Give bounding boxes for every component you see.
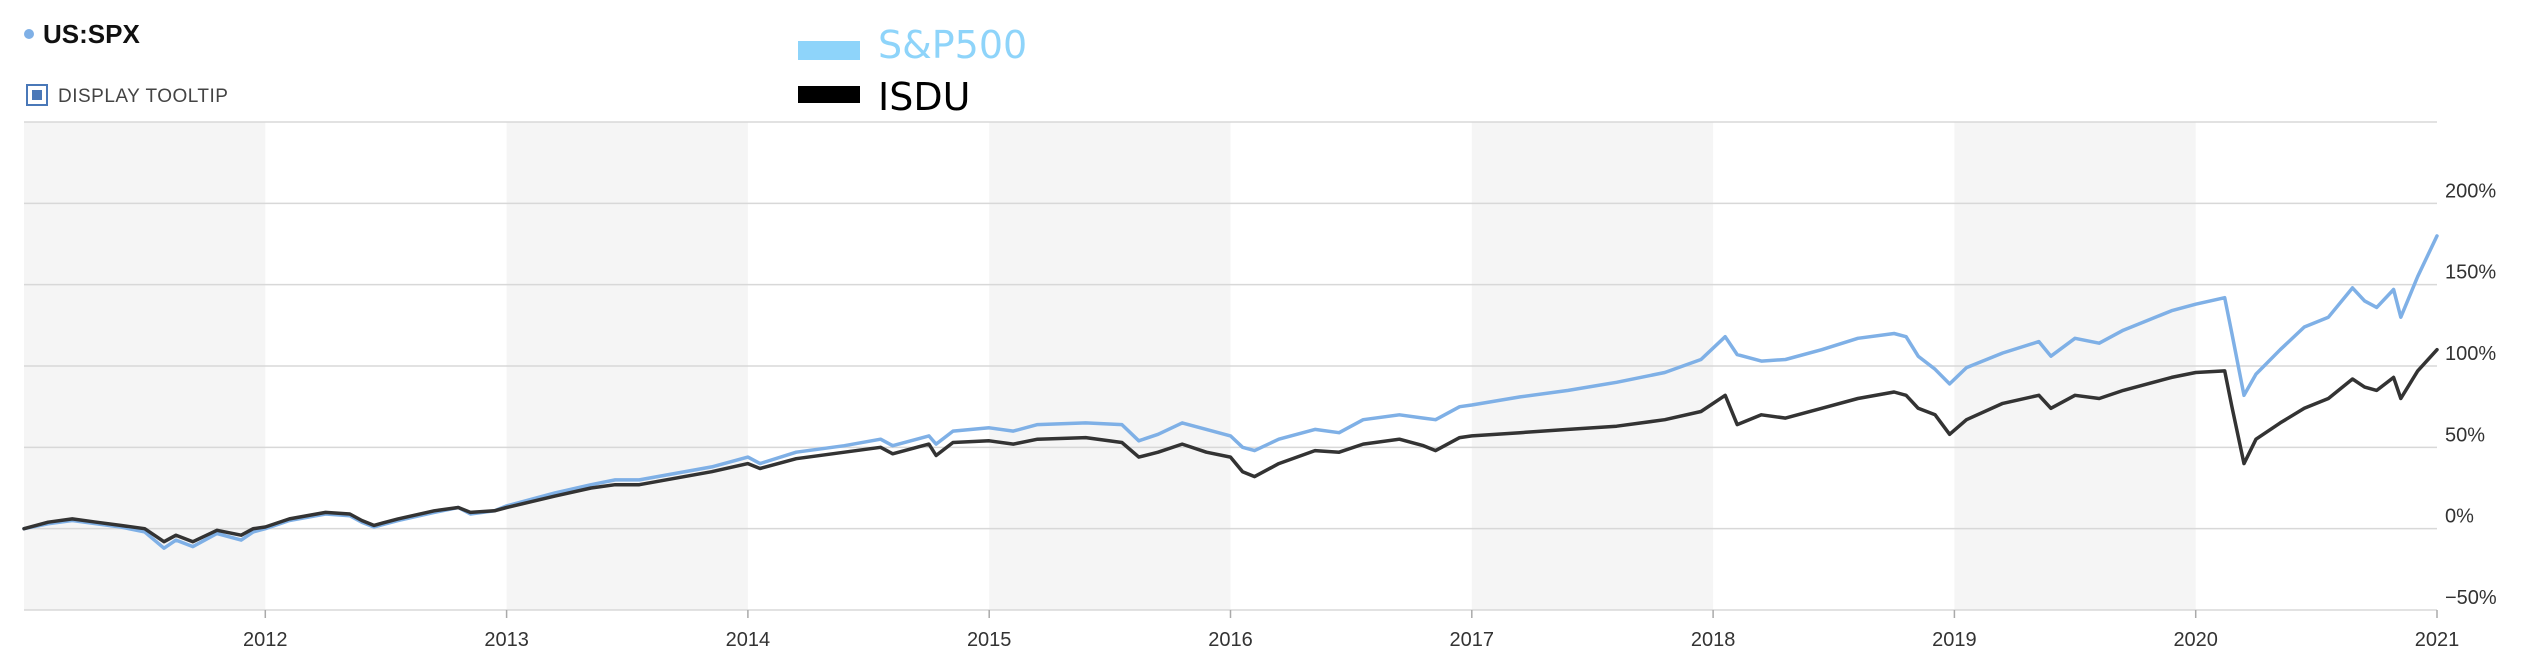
legend-swatch-sp500 <box>798 41 860 60</box>
legend-label-isdu: ISDU <box>878 75 970 119</box>
x-axis: 2012 2013 2014 2015 2016 2017 2018 2019 2020 2021 <box>243 610 2459 651</box>
x-tick-label: 2016 <box>1208 629 1253 651</box>
legend-item-sp500[interactable]: S&P500 <box>798 23 1027 67</box>
y-tick-label: 200% <box>2445 180 2496 202</box>
x-tick-label: 2017 <box>1450 629 1495 651</box>
x-tick-label: 2012 <box>243 629 288 651</box>
y-tick-label: 0% <box>2445 506 2474 528</box>
x-tick-label: 2021 <box>2415 629 2460 651</box>
tooltip-checkbox-mark <box>32 90 42 100</box>
x-tick-label: 2018 <box>1691 629 1736 651</box>
legend-label-sp500: S&P500 <box>878 23 1027 67</box>
y-tick-label: 150% <box>2445 262 2496 284</box>
display-tooltip-toggle[interactable]: DISPLAY TOOLTIP <box>26 84 228 107</box>
x-tick-label: 2015 <box>967 629 1012 651</box>
x-tick-label: 2013 <box>484 629 529 651</box>
tooltip-toggle-label: DISPLAY TOOLTIP <box>58 86 228 107</box>
legend: S&P500 ISDU <box>798 23 1027 119</box>
symbol-dot <box>24 29 34 39</box>
y-tick-label: 100% <box>2445 343 2496 365</box>
legend-item-isdu[interactable]: ISDU <box>798 75 970 119</box>
y-tick-label: 50% <box>2445 424 2485 446</box>
y-axis: 200% 150% 100% 50% 0% −50% <box>2445 180 2497 609</box>
series-lines <box>22 234 2439 550</box>
symbol-label: US:SPX <box>43 19 140 49</box>
legend-swatch-isdu <box>798 86 860 103</box>
x-tick-label: 2020 <box>2173 629 2218 651</box>
series-line-isdu <box>22 347 2439 544</box>
x-tick-label: 2014 <box>726 629 771 651</box>
x-tick-label: 2019 <box>1932 629 1977 651</box>
y-tick-label: −50% <box>2445 587 2497 609</box>
